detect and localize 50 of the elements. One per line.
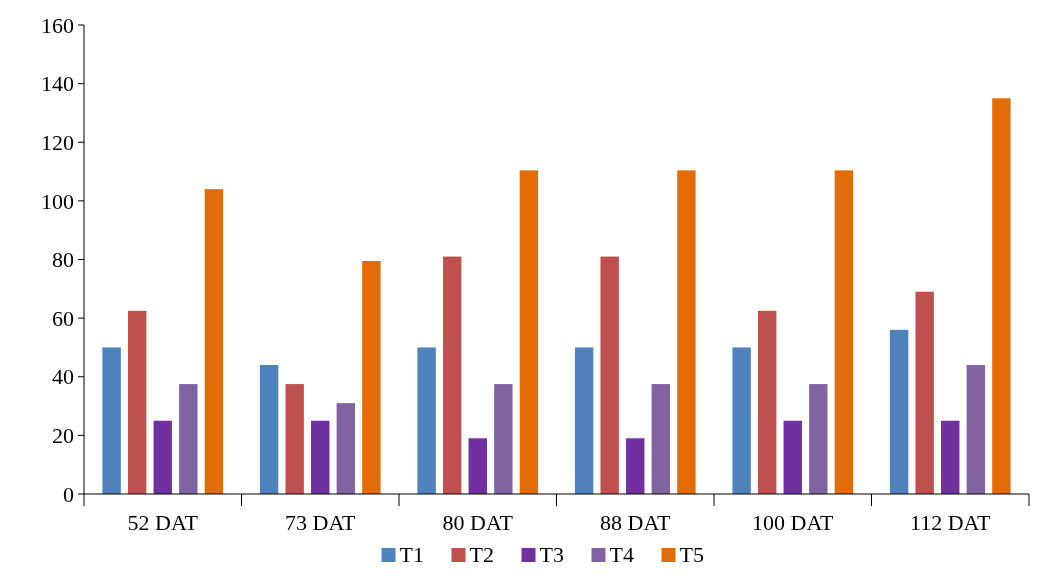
x-tick-label: 80 DAT — [442, 510, 514, 535]
y-tick-label: 40 — [52, 364, 74, 390]
legend-label: T4 — [609, 542, 634, 567]
legend-label: T1 — [399, 542, 424, 567]
bar — [442, 256, 462, 494]
bar — [102, 347, 121, 494]
bar — [677, 170, 696, 494]
y-tick-label: 60 — [52, 305, 74, 331]
bar — [783, 420, 802, 494]
bar — [179, 384, 198, 494]
bar — [626, 438, 645, 494]
bar — [468, 438, 487, 494]
bar — [285, 384, 304, 494]
y-tick-label: 160 — [41, 12, 74, 38]
x-tick-label: 100 DAT — [752, 510, 834, 535]
bar — [941, 420, 960, 494]
bar — [889, 329, 909, 494]
bar — [915, 291, 934, 494]
y-tick-label: 100 — [41, 188, 74, 214]
bar — [362, 260, 381, 494]
bar — [494, 384, 513, 494]
bar — [651, 384, 671, 494]
bar — [519, 170, 539, 494]
bar — [966, 365, 986, 494]
x-tick-label: 73 DAT — [285, 510, 356, 535]
bar — [259, 365, 279, 494]
legend-label: T2 — [469, 542, 494, 567]
x-tick-label: 88 DAT — [600, 510, 671, 535]
x-tick-label: 112 DAT — [910, 510, 992, 535]
legend-label: T5 — [679, 542, 704, 567]
bar — [600, 256, 619, 494]
bar — [204, 189, 224, 494]
y-tick-label: 0 — [63, 481, 74, 507]
y-tick-label: 120 — [41, 129, 74, 155]
bar — [834, 170, 854, 494]
bar — [732, 347, 751, 494]
bar — [336, 403, 356, 494]
bar — [757, 310, 777, 494]
bar — [127, 310, 147, 494]
legend-label: T3 — [539, 542, 564, 567]
y-tick-label: 140 — [41, 71, 74, 97]
bar — [992, 98, 1011, 494]
x-tick-label: 52 DAT — [127, 510, 199, 535]
bar — [311, 420, 330, 494]
bar — [809, 384, 828, 494]
bar — [417, 347, 436, 494]
bar — [153, 420, 172, 494]
bar — [574, 347, 594, 494]
y-tick-label: 80 — [52, 247, 74, 273]
y-tick-label: 20 — [52, 423, 74, 449]
